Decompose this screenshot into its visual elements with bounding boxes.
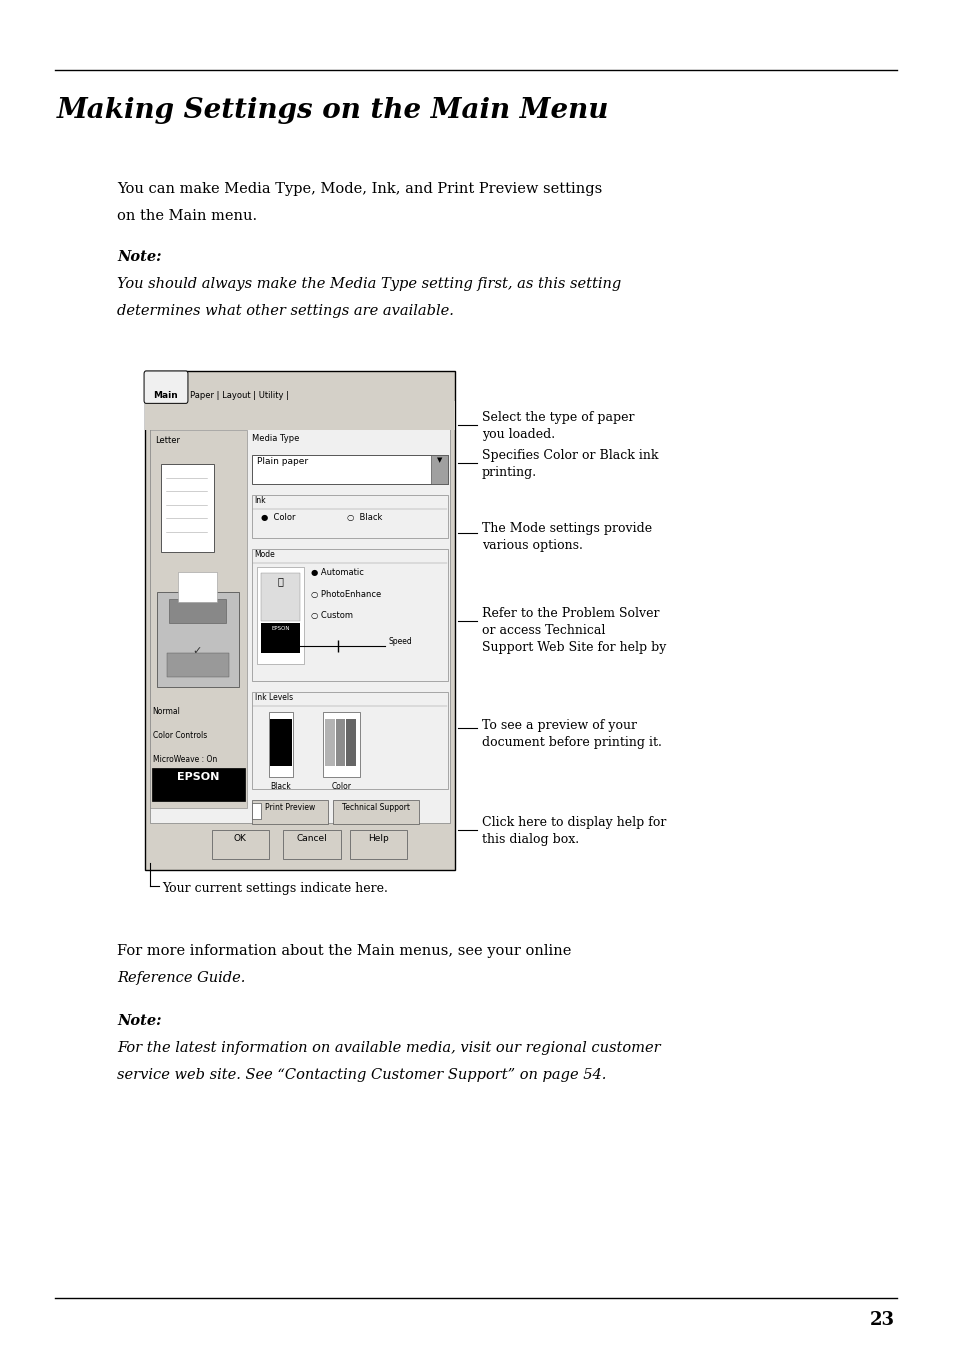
Bar [161,464,213,552]
Text: For more information about the Main menus, see your online: For more information about the Main menu… [117,944,571,958]
Bar [323,712,359,777]
Text: determines what other settings are available.: determines what other settings are avail… [117,304,454,317]
Bar [252,803,261,819]
Text: Your current settings indicate here.: Your current settings indicate here. [162,882,388,896]
Text: ▼: ▼ [436,457,442,463]
Bar [256,567,304,664]
Text: ● Automatic: ● Automatic [311,568,363,577]
Bar [178,572,216,602]
Bar [145,371,455,870]
Bar [283,830,340,859]
Text: For the latest information on available media, visit our regional customer: For the latest information on available … [117,1041,660,1055]
Text: Print Preview: Print Preview [265,803,314,812]
Bar [167,653,229,677]
Bar [333,800,418,824]
Text: OK: OK [233,834,247,843]
FancyBboxPatch shape [144,371,188,403]
Text: Color Controls: Color Controls [152,731,207,741]
Text: Refer to the Problem Solver
or access Technical
Support Web Site for help by: Refer to the Problem Solver or access Te… [481,607,665,654]
Text: ○ Custom: ○ Custom [311,611,353,621]
Bar [152,768,245,801]
Bar [169,599,226,623]
Text: High Speed : On: High Speed : On [152,780,214,789]
Text: EPSON: EPSON [271,626,290,631]
Text: ○ PhotoEnhance: ○ PhotoEnhance [311,590,381,599]
Text: Mode: Mode [254,550,275,560]
Bar [335,719,345,766]
Text: You should always make the Media Type setting first, as this setting: You should always make the Media Type se… [117,277,621,290]
Text: on the Main menu.: on the Main menu. [117,209,257,223]
Text: ●  Color: ● Color [261,513,295,522]
Text: The Mode settings provide
various options.: The Mode settings provide various option… [481,522,651,552]
Text: Paper | Layout | Utility |: Paper | Layout | Utility | [190,391,289,401]
Text: Color: Color [332,782,351,792]
Text: Media Type: Media Type [252,434,299,444]
Text: Technical Support: Technical Support [341,803,410,812]
Text: EPSON: EPSON [177,772,219,781]
Text: Normal: Normal [152,707,180,716]
Text: Speed: Speed [388,637,412,646]
Bar [252,549,448,681]
Text: Specifies Color or Black ink
printing.: Specifies Color or Black ink printing. [481,449,658,479]
Text: Note:: Note: [117,1014,162,1028]
Text: Select the type of paper
you loaded.: Select the type of paper you loaded. [481,411,634,441]
Bar [252,455,448,484]
Bar [150,430,247,808]
Text: MicroWeave : On: MicroWeave : On [152,755,216,765]
Text: Main: Main [153,391,178,401]
Text: Plain paper: Plain paper [256,457,308,467]
Bar [346,719,355,766]
Bar [350,830,407,859]
Bar [269,712,293,777]
Text: Black: Black [270,782,291,792]
Text: Making Settings on the Main Menu: Making Settings on the Main Menu [56,97,608,124]
Bar [261,623,299,653]
Text: Note:: Note: [117,250,162,263]
Text: Quality: Quality [261,637,289,646]
Text: Help: Help [368,834,389,843]
Text: service web site. See “Contacting Customer Support” on page 54.: service web site. See “Contacting Custom… [117,1068,606,1082]
Bar [261,573,299,621]
Text: Cancel: Cancel [296,834,327,843]
Text: ✓: ✓ [193,646,202,656]
Text: 🖼: 🖼 [277,576,283,585]
Text: Click here to display help for
this dialog box.: Click here to display help for this dial… [481,816,665,846]
Bar [252,495,448,538]
Bar [212,830,269,859]
Bar [150,411,450,823]
Bar [270,719,292,766]
Bar [157,592,238,687]
Text: 23: 23 [869,1311,894,1329]
Bar [325,719,335,766]
Text: ○  Black: ○ Black [347,513,382,522]
Text: You can make Media Type, Mode, Ink, and Print Preview settings: You can make Media Type, Mode, Ink, and … [117,182,602,196]
Bar [431,455,448,484]
Text: Ink: Ink [254,496,266,506]
Text: Letter: Letter [155,436,180,445]
Text: To see a preview of your
document before printing it.: To see a preview of your document before… [481,719,661,749]
Text: Reference Guide.: Reference Guide. [117,971,246,985]
Bar [252,800,328,824]
Bar [252,692,448,789]
Bar [145,401,455,430]
Text: Ink Levels: Ink Levels [254,693,293,703]
